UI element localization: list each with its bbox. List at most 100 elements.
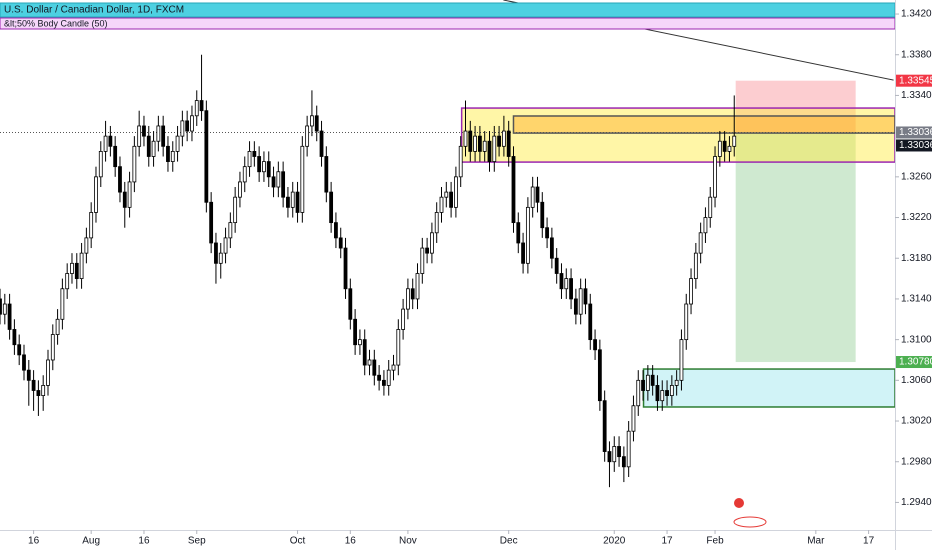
price-tag-label: 1.33036 xyxy=(899,127,932,138)
price-tag-label: 1.30780 xyxy=(899,357,932,368)
candle-body xyxy=(22,354,26,371)
candle-body xyxy=(564,278,569,290)
candle-body xyxy=(103,135,108,152)
zone xyxy=(735,132,856,363)
indicator-band-pink xyxy=(0,17,896,30)
candle-body xyxy=(290,191,295,208)
candle-body xyxy=(415,273,420,300)
price-tag-label: 1.33036 xyxy=(899,140,932,151)
candle-body xyxy=(545,227,549,239)
candle-body xyxy=(607,451,612,463)
x-tick-label: Oct xyxy=(290,536,306,547)
price-tag xyxy=(896,126,932,139)
candle-body xyxy=(463,130,468,147)
candle-body xyxy=(94,176,98,213)
candle-body xyxy=(113,145,118,168)
candle-body xyxy=(319,130,324,157)
candle-body xyxy=(573,298,578,315)
candle-body xyxy=(377,374,382,381)
candle-body xyxy=(26,369,31,381)
candle-body xyxy=(266,161,271,178)
candle-body xyxy=(185,120,190,132)
x-tick-label: 17 xyxy=(863,536,875,547)
y-tick-label: 1.31400 xyxy=(901,294,932,305)
candle-body xyxy=(406,288,410,310)
candle-body xyxy=(410,288,415,300)
candle-body xyxy=(645,374,650,391)
candle-body xyxy=(358,339,362,346)
candle-body xyxy=(146,135,151,157)
y-tick-label: 1.29800 xyxy=(901,456,932,467)
candle-body xyxy=(65,273,70,290)
overlay: U.S. Dollar / Canadian Dollar, 1D, FXCM … xyxy=(0,2,932,369)
candle-body xyxy=(621,456,626,468)
candle-body xyxy=(0,298,2,315)
x-tick-label: Feb xyxy=(706,536,724,547)
x-tick-label: 17 xyxy=(661,536,673,547)
candle-body xyxy=(593,339,597,351)
candle-body xyxy=(324,156,329,193)
candle-body xyxy=(281,171,286,198)
candle-body xyxy=(190,115,194,132)
candle-body xyxy=(170,150,175,162)
candles xyxy=(0,54,737,488)
zone xyxy=(512,115,896,134)
candle-body xyxy=(276,171,281,188)
logo-mark xyxy=(733,516,767,528)
candle-body xyxy=(84,237,89,254)
candle-body xyxy=(74,262,79,279)
x-tick-label: 16 xyxy=(345,536,357,547)
candle-body xyxy=(286,196,290,208)
candle-body xyxy=(444,191,449,198)
candle-body xyxy=(79,252,84,279)
candle-body xyxy=(434,212,439,234)
candle-body xyxy=(305,125,310,147)
candle-body xyxy=(89,212,94,239)
candle-body xyxy=(300,145,305,213)
candle-body xyxy=(660,390,665,402)
candle-body xyxy=(708,196,713,218)
candle-body xyxy=(55,318,60,335)
candle-body xyxy=(501,130,506,147)
candle-body xyxy=(209,201,214,244)
zone xyxy=(642,368,896,408)
zone xyxy=(735,80,856,133)
candle-body xyxy=(578,288,583,315)
y-tick-label: 1.31000 xyxy=(901,334,932,345)
x-tick-label: 16 xyxy=(28,536,40,547)
candle-body xyxy=(271,176,276,188)
candle-body xyxy=(597,349,602,402)
candle-body xyxy=(717,140,722,157)
candle-body xyxy=(156,125,161,142)
candle-body xyxy=(118,166,122,193)
x-tick-label: 16 xyxy=(138,536,150,547)
chart-title: U.S. Dollar / Canadian Dollar, 1D, FXCM xyxy=(4,5,184,16)
candle-body xyxy=(2,303,7,315)
candle-body xyxy=(453,176,458,208)
price-tag xyxy=(896,139,932,152)
candle-body xyxy=(669,385,674,396)
candle-body xyxy=(420,247,425,274)
x-tick-label: Mar xyxy=(807,536,825,547)
candle-body xyxy=(477,135,482,152)
candle-body xyxy=(540,201,545,229)
candle-body xyxy=(132,145,137,183)
candle-body xyxy=(569,278,573,300)
candle-body xyxy=(439,196,444,213)
candle-body xyxy=(693,252,698,279)
candle-body xyxy=(343,247,348,290)
candle-body xyxy=(367,359,372,366)
candle-body xyxy=(238,181,242,198)
candle-body xyxy=(516,222,521,244)
y-tick-label: 1.32600 xyxy=(901,171,932,182)
y-tick-label: 1.30200 xyxy=(901,416,932,427)
candle-body xyxy=(727,145,732,152)
candle-body xyxy=(46,359,50,386)
candle-body xyxy=(386,369,391,386)
candle-body xyxy=(338,237,343,249)
candle-body xyxy=(530,186,535,208)
candle-body xyxy=(641,379,645,391)
candle-body xyxy=(631,405,636,432)
candle-body xyxy=(612,446,617,463)
